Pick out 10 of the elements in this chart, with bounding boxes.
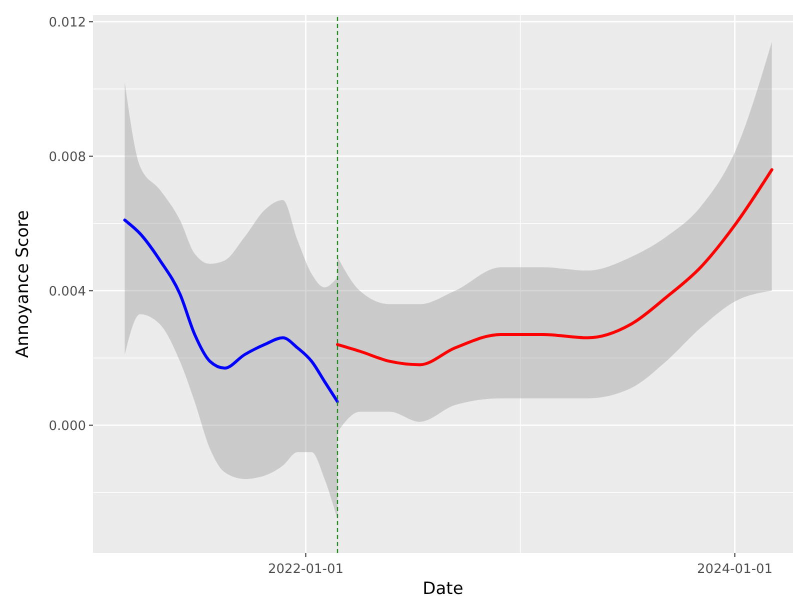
y-tick-label: 0.008 [48, 150, 86, 165]
line-series [336, 168, 774, 366]
x-tick-label: 2022-01-01 [268, 562, 344, 577]
line-series [123, 218, 339, 404]
y-axis-title: Annoyance Score [13, 210, 33, 358]
y-tick-label: 0.000 [48, 418, 86, 434]
y-tick-label: 0.012 [48, 15, 86, 30]
x-axis-title: Date [422, 579, 464, 599]
y-tick-label: 0.004 [48, 284, 86, 300]
x-tick-label: 2024-01-01 [697, 562, 773, 577]
